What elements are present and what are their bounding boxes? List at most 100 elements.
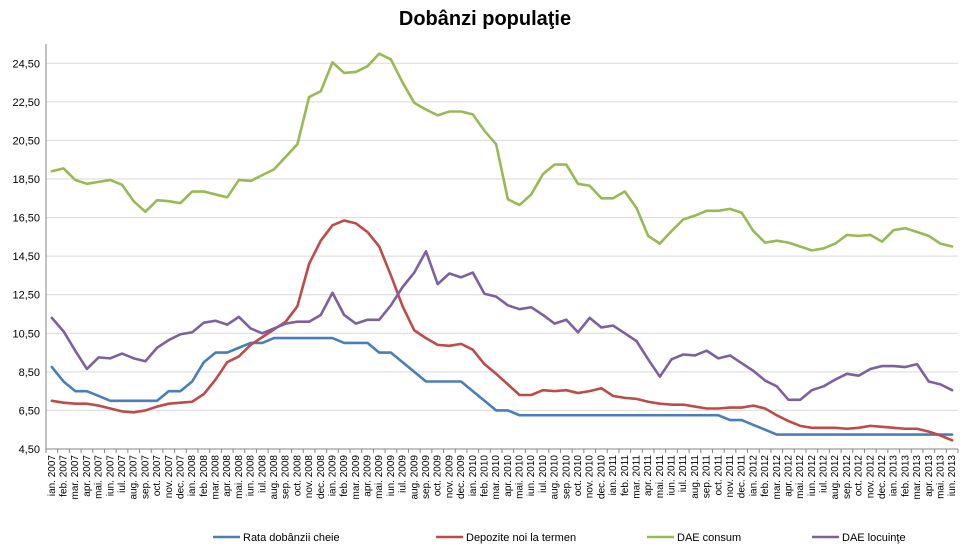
series-line-3 [50,52,954,252]
x-tick-label: aug. 2008 [269,455,280,500]
x-tick-label: iun. 2009 [386,455,397,497]
x-tick-label: iun. 2010 [526,455,537,497]
x-tick-label: mai. 2011 [655,455,666,499]
x-tick-label: iun. 2013 [947,455,958,497]
x-tick-label: mar. 2010 [491,455,502,500]
x-tick-label: sep. 2008 [281,455,292,499]
x-tick-label: mar. 2007 [70,455,81,500]
series-line-1 [50,336,954,436]
legend-label: Depozite noi la termen [466,532,576,544]
x-tick-label: ian. 2007 [47,455,58,497]
x-tick-label: mai. 2012 [795,455,806,499]
x-tick-label: mai. 2013 [935,455,946,499]
x-tick-label: apr. 2013 [924,455,935,497]
y-tick-label: 22,50 [12,97,40,109]
x-tick-label: feb. 2009 [339,455,350,497]
x-tick-label: iun. 2007 [105,455,116,497]
x-tick-label: oct. 2008 [292,455,303,497]
x-tick-label: iun. 2011 [667,455,678,496]
x-tick-label: apr. 2009 [363,455,374,497]
x-tick-label: mar. 2011 [631,455,642,499]
x-tick-label: aug. 2007 [129,455,140,500]
x-tick-label: apr. 2010 [503,455,514,497]
x-tick-label: iul. 2011 [678,455,689,493]
x-tick-label: ian. 2009 [327,455,338,497]
x-tick-label: mai. 2007 [94,455,105,499]
x-tick-label: ian. 2008 [187,455,198,497]
y-tick-label: 18,50 [12,174,40,186]
x-tick-label: mai. 2008 [234,455,245,499]
x-tick-label: apr. 2007 [82,455,93,497]
x-tick-label: iul. 2009 [398,455,409,493]
x-tick-label: iun. 2008 [246,455,257,497]
x-tick-label: aug. 2011 [690,455,701,499]
series-line-2 [50,219,954,442]
x-tick-label: oct. 2012 [854,455,865,497]
x-tick-label: nov. 2009 [444,455,455,499]
x-tick-label: feb. 2012 [760,455,771,497]
legend-label: DAE consum [677,532,741,544]
x-tick-label: mar. 2012 [772,455,783,500]
x-tick-label: oct. 2010 [573,455,584,497]
x-tick-label: sep. 2011 [702,455,713,499]
x-tick-label: apr. 2012 [783,455,794,497]
x-tick-label: nov. 2008 [304,455,315,499]
x-tick-label: sep. 2012 [842,455,853,499]
y-tick-label: 4,50 [19,444,40,456]
x-tick-label: ian. 2010 [468,455,479,497]
x-tick-label: apr. 2011 [643,455,654,496]
y-tick-label: 8,50 [19,367,40,379]
x-tick-label: iul. 2012 [819,455,830,493]
x-tick-label: feb. 2013 [900,455,911,497]
x-tick-label: feb. 2008 [199,455,210,497]
y-tick-label: 10,50 [12,328,40,340]
y-tick-label: 14,50 [12,251,40,263]
x-tick-label: iun. 2012 [807,455,818,497]
x-tick-label: feb. 2007 [59,455,70,497]
x-tick-label: oct. 2007 [152,455,163,497]
x-tick-label: ian. 2012 [748,455,759,497]
x-tick-label: oct. 2011 [713,455,724,496]
y-tick-label: 16,50 [12,213,40,225]
x-tick-label: aug. 2012 [830,455,841,500]
y-tick-label: 6,50 [19,405,40,417]
series-line-4 [50,250,954,402]
legend-label: DAE locuinţe [842,532,906,544]
x-tick-label: dec. 2012 [877,455,888,499]
x-tick-label: sep. 2007 [140,455,151,499]
x-tick-label: aug. 2009 [409,455,420,500]
chart-title: Dobânzi populaţie [398,8,572,30]
x-tick-label: iul. 2008 [257,455,268,493]
x-tick-label: iul. 2010 [538,455,549,493]
x-tick-label: nov. 2010 [585,455,596,499]
x-tick-label: nov. 2007 [164,455,175,499]
x-tick-label: sep. 2010 [561,455,572,499]
x-tick-label: nov. 2011 [725,455,736,498]
legend-label: Rata dobânzii cheie [243,532,340,544]
x-tick-label: apr. 2008 [222,455,233,497]
x-tick-label: dec. 2009 [456,455,467,499]
x-tick-label: aug. 2010 [550,455,561,500]
x-tick-label: dec. 2007 [175,455,186,499]
x-tick-label: ian. 2011 [608,455,619,496]
x-tick-label: dec. 2011 [737,455,748,499]
x-tick-label: feb. 2011 [620,455,631,496]
x-tick-label: dec. 2008 [316,455,327,499]
x-tick-label: nov. 2012 [865,455,876,499]
y-tick-label: 24,50 [12,58,40,70]
x-tick-label: sep. 2009 [421,455,432,499]
x-tick-label: iul. 2007 [117,455,128,493]
x-tick-label: mar. 2013 [912,455,923,500]
x-tick-label: ian. 2013 [889,455,900,497]
x-tick-label: mar. 2009 [351,455,362,500]
x-tick-label: oct. 2009 [433,455,444,497]
y-tick-label: 20,50 [12,135,40,147]
x-tick-label: mai. 2010 [515,455,526,499]
x-tick-label: feb. 2010 [479,455,490,497]
y-tick-label: 12,50 [12,290,40,302]
x-tick-label: dec. 2010 [596,455,607,499]
x-tick-label: mar. 2008 [211,455,222,500]
x-tick-label: mai. 2009 [374,455,385,499]
